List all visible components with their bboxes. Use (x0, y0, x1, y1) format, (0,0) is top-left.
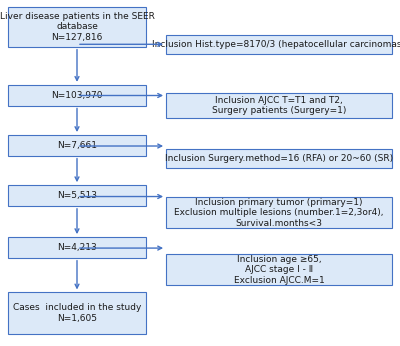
FancyBboxPatch shape (8, 292, 146, 334)
Text: Cases  included in the study
N=1,605: Cases included in the study N=1,605 (13, 303, 141, 323)
Text: N=103,970: N=103,970 (51, 91, 103, 100)
Text: N=5,513: N=5,513 (57, 191, 97, 200)
Text: N=7,661: N=7,661 (57, 141, 97, 150)
FancyBboxPatch shape (166, 93, 392, 118)
Text: Inclusion Hist.type=8170/3 (hepatocellular carcinomas): Inclusion Hist.type=8170/3 (hepatocellul… (152, 39, 400, 49)
FancyBboxPatch shape (8, 7, 146, 47)
Text: Inclusion AJCC T=T1 and T2,
Surgery patients (Surgery=1): Inclusion AJCC T=T1 and T2, Surgery pati… (212, 96, 346, 115)
Text: Liver disease patients in the SEER
database
N=127,816: Liver disease patients in the SEER datab… (0, 12, 154, 42)
Text: Inclusion age ≥65,
AJCC stage Ⅰ - Ⅱ
Exclusion AJCC.M=1: Inclusion age ≥65, AJCC stage Ⅰ - Ⅱ Excl… (234, 255, 324, 285)
FancyBboxPatch shape (166, 149, 392, 168)
FancyBboxPatch shape (8, 185, 146, 206)
Text: Inclusion Surgery.method=16 (RFA) or 20~60 (SR): Inclusion Surgery.method=16 (RFA) or 20~… (165, 154, 393, 163)
FancyBboxPatch shape (8, 85, 146, 106)
FancyBboxPatch shape (8, 135, 146, 156)
FancyBboxPatch shape (166, 197, 392, 228)
FancyBboxPatch shape (8, 237, 146, 258)
Text: Inclusion primary tumor (primary=1)
Exclusion multiple lesions (number.1=2,3or4): Inclusion primary tumor (primary=1) Excl… (174, 198, 384, 228)
FancyBboxPatch shape (166, 35, 392, 54)
Text: N=4,213: N=4,213 (57, 243, 97, 252)
FancyBboxPatch shape (166, 254, 392, 285)
